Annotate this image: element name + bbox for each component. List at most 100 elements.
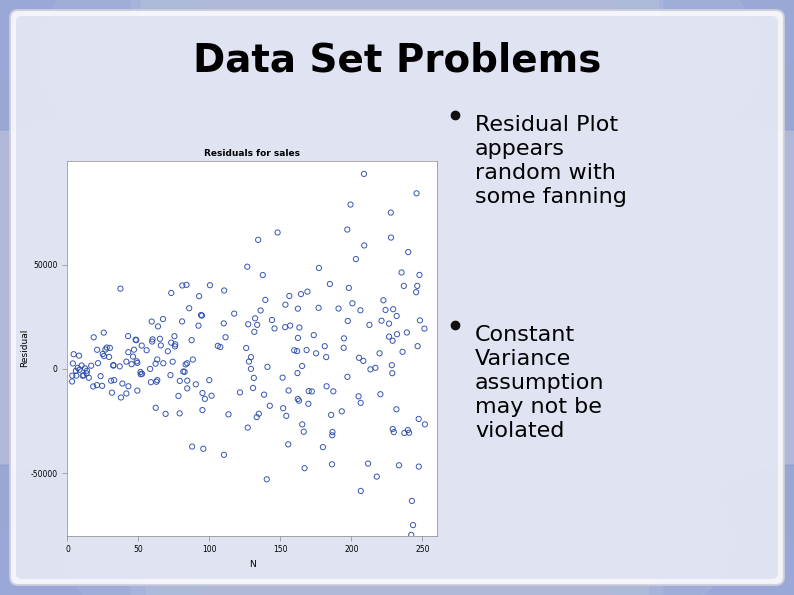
Point [318,342,331,351]
Point [98,351,110,361]
Point [114,284,127,293]
Point [91,380,103,390]
Point [228,309,241,318]
Point [283,291,295,300]
Point [197,444,210,453]
Point [411,342,424,351]
Point [293,322,306,332]
Point [176,281,189,290]
Point [302,399,314,409]
Point [165,288,178,298]
Point [135,341,148,350]
Point [214,342,226,352]
Point [354,486,367,496]
Point [341,372,354,381]
Point [380,305,392,315]
Point [187,355,199,364]
Point [145,377,157,387]
Point [66,377,79,386]
Point [98,328,110,337]
Point [242,320,255,329]
Point [299,464,311,473]
Point [218,450,230,459]
Point [357,169,370,178]
Point [325,410,337,419]
Point [203,280,216,290]
Circle shape [0,0,140,90]
Point [291,368,304,378]
Point [125,359,138,369]
Point [211,341,224,350]
Point [296,361,309,371]
Point [102,352,115,362]
Point [280,411,293,421]
Circle shape [660,0,794,80]
Point [268,324,281,333]
Point [165,338,178,347]
Point [107,361,120,370]
Point [384,233,397,242]
Point [288,346,301,355]
Point [390,405,403,414]
Point [166,357,179,367]
Point [145,317,158,326]
Point [96,349,109,359]
Point [326,431,338,440]
Circle shape [650,515,794,595]
Point [395,268,408,277]
Point [410,287,422,297]
Point [358,240,371,250]
Point [402,425,414,435]
Point [353,353,365,362]
Point [251,320,264,330]
Point [414,315,426,325]
Point [164,370,177,380]
Point [371,472,384,481]
Point [79,364,91,373]
Text: Data Set Problems: Data Set Problems [193,41,601,79]
Point [100,343,113,352]
Title: Residuals for sales: Residuals for sales [204,149,300,158]
Point [386,368,399,378]
Point [129,335,142,345]
Point [259,295,272,305]
Point [114,393,127,402]
Point [134,369,147,379]
Point [179,359,192,369]
Point [126,352,139,361]
Point [413,270,426,280]
Point [173,409,186,418]
Point [83,373,95,383]
Point [374,390,387,399]
Point [203,375,216,385]
Point [247,383,260,393]
Point [233,387,246,397]
Point [122,381,135,391]
Point [326,427,339,437]
Point [384,208,397,217]
Point [406,496,418,506]
Point [405,530,418,540]
Point [168,331,181,341]
Point [387,427,400,437]
Point [144,364,156,374]
Point [312,303,325,312]
Point [383,319,395,328]
Point [349,254,362,264]
Point [249,314,261,323]
Point [181,376,194,386]
Point [403,428,415,437]
Point [107,361,120,370]
Point [131,358,144,368]
Point [306,387,318,396]
Point [296,419,309,429]
Point [146,337,159,346]
Point [169,340,182,349]
Point [353,392,365,401]
Point [156,314,169,324]
Point [136,369,148,378]
FancyBboxPatch shape [16,16,778,579]
Point [240,343,252,353]
Point [151,355,164,364]
Point [161,346,174,356]
